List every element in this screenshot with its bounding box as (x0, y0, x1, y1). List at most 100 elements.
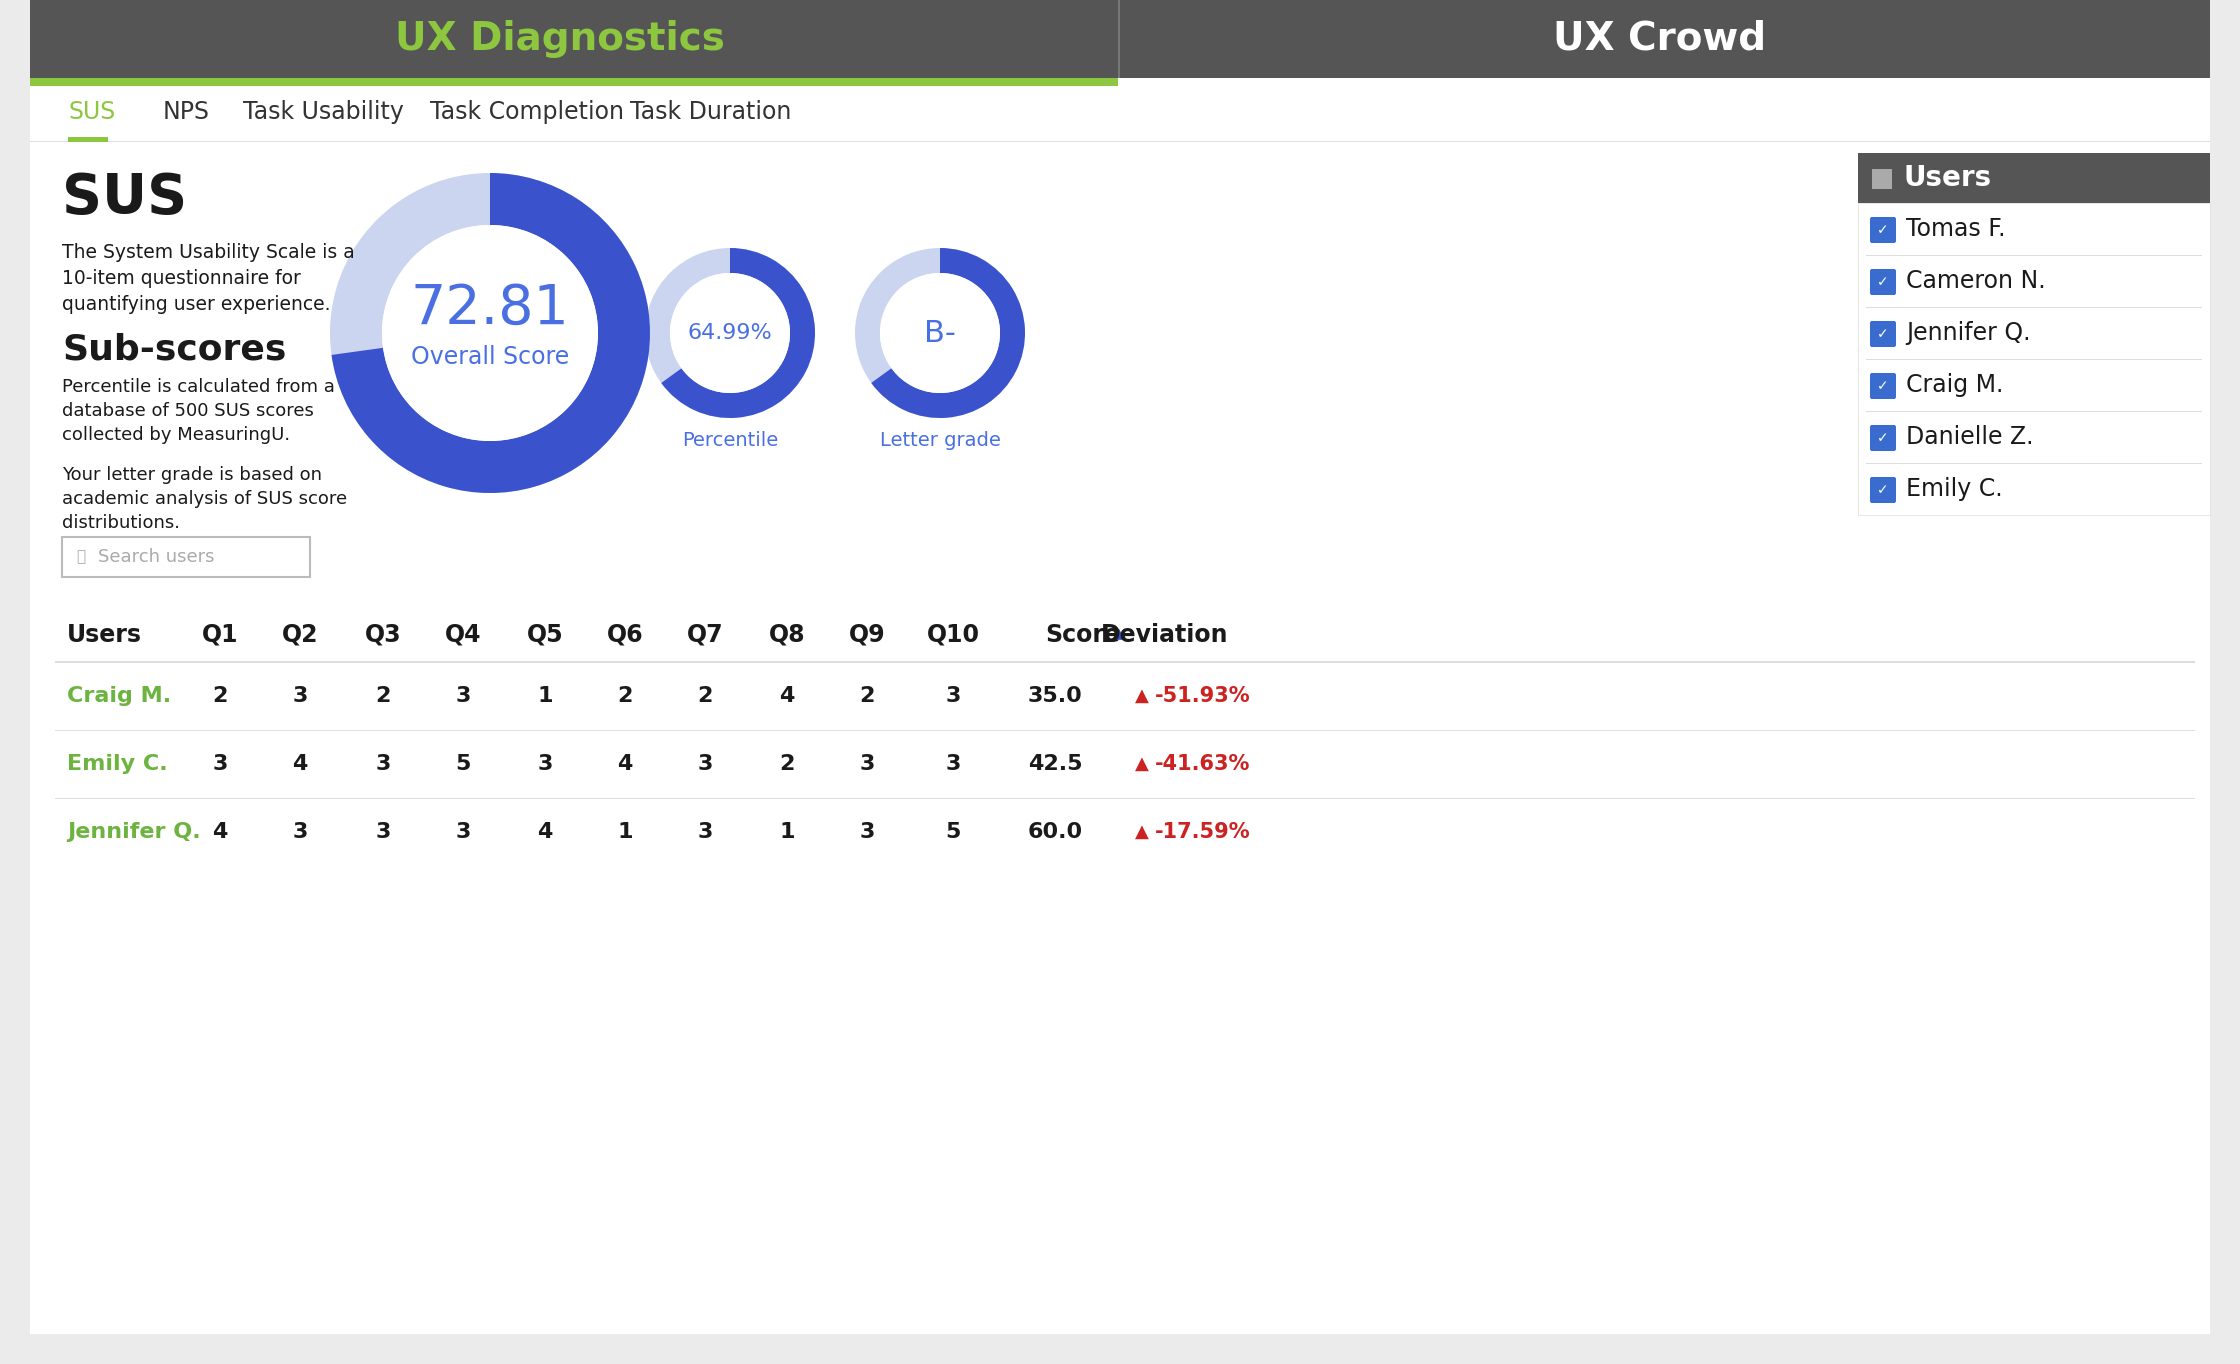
Bar (56, 662, 2195, 663)
Text: 4: 4 (538, 822, 553, 842)
Text: -17.59%: -17.59% (1156, 822, 1250, 842)
Text: -41.63%: -41.63% (1156, 754, 1250, 773)
Text: 1: 1 (618, 822, 632, 842)
Text: The System Usability Scale is a: The System Usability Scale is a (63, 244, 354, 262)
Text: quantifying user experience.: quantifying user experience. (63, 296, 332, 315)
Text: 4: 4 (780, 686, 795, 707)
Text: ✓: ✓ (1877, 431, 1888, 445)
Bar (56, 798, 2195, 799)
Text: Q8: Q8 (768, 622, 806, 647)
Text: SUS: SUS (67, 100, 114, 124)
Bar (1857, 153, 2211, 203)
Text: collected by MeasuringU.: collected by MeasuringU. (63, 426, 291, 445)
Text: 3: 3 (376, 754, 390, 773)
Text: 3: 3 (697, 822, 712, 842)
Text: ▲: ▲ (1136, 687, 1149, 705)
Text: Q6: Q6 (607, 622, 643, 647)
Text: Emily C.: Emily C. (67, 754, 168, 773)
Text: database of 500 SUS scores: database of 500 SUS scores (63, 402, 314, 420)
Text: Your letter grade is based on: Your letter grade is based on (63, 466, 323, 484)
Text: SUS: SUS (63, 170, 188, 225)
Wedge shape (871, 248, 1026, 417)
Circle shape (383, 225, 598, 441)
Text: ✓: ✓ (1877, 379, 1888, 393)
Wedge shape (645, 248, 815, 417)
Bar (63, 537, 309, 577)
FancyBboxPatch shape (1870, 372, 1895, 400)
Text: 2: 2 (780, 754, 795, 773)
Text: ▲: ▲ (1113, 626, 1124, 641)
Text: 3: 3 (291, 686, 307, 707)
Text: Users: Users (1904, 164, 1991, 192)
Text: Craig M.: Craig M. (67, 686, 170, 707)
Text: Tomas F.: Tomas F. (1906, 217, 2005, 241)
Text: B-: B- (925, 319, 956, 348)
Text: 2: 2 (860, 686, 874, 707)
Text: 3: 3 (213, 754, 228, 773)
Circle shape (670, 273, 791, 393)
Text: 4: 4 (213, 822, 228, 842)
Bar (1873, 169, 1893, 190)
Text: Task Duration: Task Duration (629, 100, 791, 124)
Bar (1857, 203, 2211, 516)
Bar (67, 136, 108, 142)
Bar (56, 730, 2195, 731)
Text: 2: 2 (618, 686, 632, 707)
Text: Task Completion: Task Completion (430, 100, 625, 124)
Text: 🔍: 🔍 (76, 550, 85, 565)
Text: Danielle Z.: Danielle Z. (1906, 426, 2034, 449)
Text: distributions.: distributions. (63, 514, 179, 532)
Text: 3: 3 (860, 822, 874, 842)
Text: ✓: ✓ (1877, 483, 1888, 496)
Text: Emily C.: Emily C. (1906, 477, 2003, 501)
Text: NPS: NPS (164, 100, 211, 124)
Bar (29, 86, 2211, 142)
Text: UX Crowd: UX Crowd (1552, 20, 1767, 59)
Text: 5: 5 (945, 822, 961, 842)
Text: ✓: ✓ (1877, 327, 1888, 341)
Text: 2: 2 (376, 686, 390, 707)
Text: Search users: Search users (99, 548, 215, 566)
Text: 1: 1 (780, 822, 795, 842)
Text: Overall Score: Overall Score (410, 345, 569, 370)
Text: Letter grade: Letter grade (880, 431, 1001, 450)
Text: 3: 3 (945, 754, 961, 773)
Bar (56, 660, 2195, 662)
Text: 2: 2 (213, 686, 228, 707)
FancyBboxPatch shape (1870, 269, 1895, 295)
Text: Task Usability: Task Usability (242, 100, 403, 124)
Bar (29, 0, 2211, 78)
Text: 64.99%: 64.99% (688, 323, 773, 342)
FancyBboxPatch shape (1870, 426, 1895, 451)
Text: 5: 5 (455, 754, 470, 773)
Text: Score: Score (1046, 622, 1120, 647)
Text: Cameron N.: Cameron N. (1906, 269, 2045, 293)
Text: 72.81: 72.81 (410, 282, 569, 336)
Text: 3: 3 (376, 822, 390, 842)
Text: Percentile: Percentile (681, 431, 777, 450)
Text: 3: 3 (455, 822, 470, 842)
Bar (29, 78, 1118, 86)
Text: Q3: Q3 (365, 622, 401, 647)
Text: 4: 4 (618, 754, 632, 773)
Text: Q5: Q5 (526, 622, 562, 647)
Text: 1: 1 (538, 686, 553, 707)
Bar (56, 662, 2195, 730)
Text: Q10: Q10 (927, 622, 979, 647)
Text: -51.93%: -51.93% (1156, 686, 1250, 707)
Text: Jennifer Q.: Jennifer Q. (1906, 321, 2029, 345)
Text: Sub-scores: Sub-scores (63, 331, 287, 366)
Text: 3: 3 (697, 754, 712, 773)
Text: 35.0: 35.0 (1028, 686, 1082, 707)
Wedge shape (661, 248, 815, 417)
Wedge shape (329, 173, 650, 492)
Text: academic analysis of SUS score: academic analysis of SUS score (63, 490, 347, 507)
Bar (56, 607, 2195, 662)
Wedge shape (856, 248, 1026, 417)
Text: 10-item questionnaire for: 10-item questionnaire for (63, 270, 300, 289)
Text: 4: 4 (291, 754, 307, 773)
Text: ▲: ▲ (1136, 756, 1149, 773)
Text: 3: 3 (945, 686, 961, 707)
FancyBboxPatch shape (1870, 321, 1895, 346)
Text: Users: Users (67, 622, 141, 647)
